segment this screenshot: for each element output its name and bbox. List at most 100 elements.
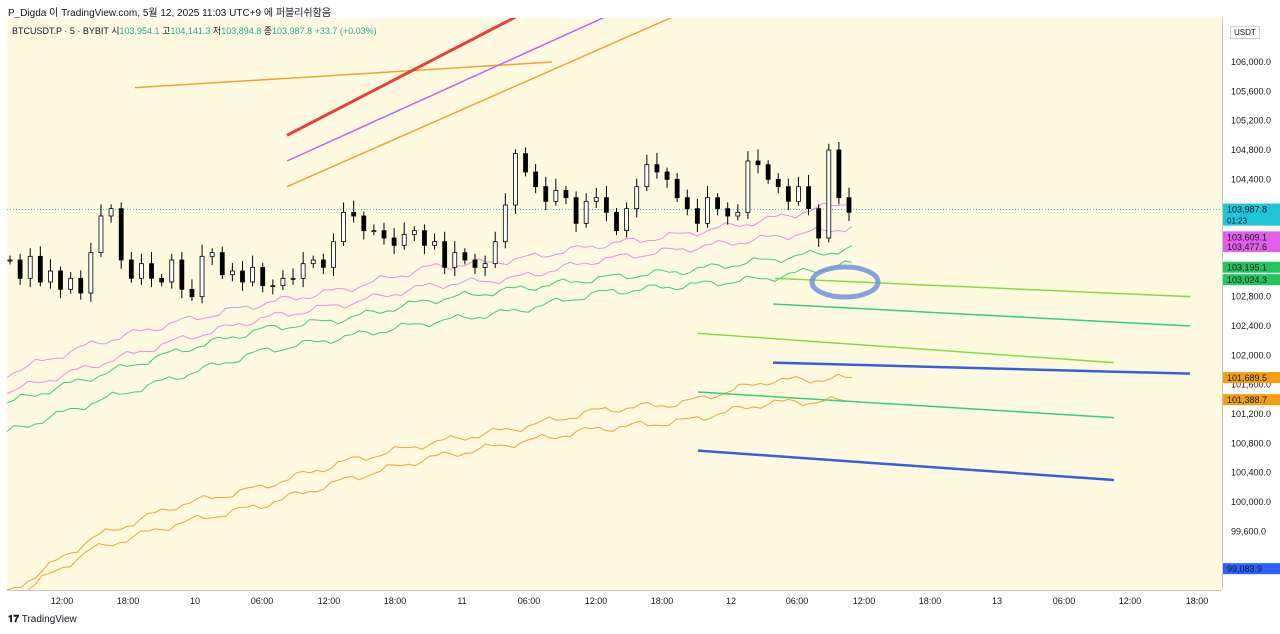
price-label-box — [1223, 203, 1280, 226]
symbol-legend[interactable]: BTCUSDT.P · 5 · BYBIT 시103,954.1 고104,14… — [12, 24, 377, 37]
time-tick-label: 06:00 — [1053, 596, 1076, 606]
price-tick-label: 105,200.0 — [1231, 116, 1271, 126]
trend-line — [286, 0, 550, 137]
candle-body — [209, 252, 215, 257]
time-tick-label: 13 — [992, 596, 1002, 606]
candle-body — [290, 277, 296, 280]
open-label: 시 — [111, 26, 120, 36]
candle-body — [240, 270, 245, 283]
time-tick-label: 18:00 — [117, 596, 140, 606]
band-green-upper — [6, 244, 853, 404]
currency-button[interactable]: USDT — [1230, 26, 1260, 39]
price-tick-label: 102,000.0 — [1231, 350, 1271, 360]
candle-body — [765, 164, 771, 180]
candle-body — [250, 266, 256, 283]
candle-body — [17, 259, 23, 279]
candle-body — [371, 230, 377, 233]
candle-body — [401, 233, 407, 246]
trend-line — [286, 9, 688, 188]
candle-body — [108, 208, 114, 217]
price-label-box — [1223, 231, 1280, 243]
price-label-text: 101,388.7 — [1227, 395, 1267, 405]
close-value: 103,987.8 — [272, 26, 313, 36]
ellipse-annotation — [809, 264, 881, 300]
candle-body — [755, 160, 761, 166]
candle-body — [432, 241, 437, 246]
time-tick-label: 06:00 — [518, 596, 541, 606]
price-tick-label: 100,800.0 — [1231, 438, 1271, 448]
candle-body — [391, 237, 397, 246]
change-value: +33.7 (+0.03%) — [314, 26, 377, 36]
candle-body — [735, 211, 741, 217]
price-tick-label: 102,800.0 — [1231, 292, 1271, 302]
price-label-text: 103,477.6 — [1227, 242, 1267, 252]
price-label-text: 103,609.1 — [1227, 232, 1267, 242]
price-label-text: 103,987.8 — [1227, 205, 1267, 215]
time-tick-label: 12:00 — [318, 596, 341, 606]
candle-body — [462, 252, 468, 261]
price-tick-label: 100,400.0 — [1231, 468, 1271, 478]
time-tick-label: 12:00 — [585, 596, 608, 606]
candle-body — [593, 197, 599, 202]
candle-body — [128, 259, 134, 279]
candle-body — [573, 197, 579, 224]
trend-line — [286, 9, 620, 162]
trend-line — [697, 332, 1115, 364]
candle-body — [502, 204, 508, 243]
candle-body — [118, 208, 124, 261]
price-tick-label: 104,400.0 — [1231, 174, 1271, 184]
candle-body — [826, 149, 832, 239]
candle-body — [411, 230, 417, 235]
candle-body — [78, 277, 84, 294]
publish-header: P_Digda 이 TradingView.com, 5월 12, 2025 1… — [0, 0, 1280, 19]
price-label-box — [1223, 240, 1280, 252]
candle-body — [472, 259, 478, 268]
price-label-countdown: 01:23 — [1227, 217, 1248, 226]
candle-body — [229, 270, 235, 276]
band-pink-upper — [6, 202, 853, 379]
candle-body — [260, 266, 266, 287]
candle-body — [664, 171, 670, 180]
price-label-box — [1223, 274, 1280, 286]
candle-body — [513, 153, 518, 206]
high-label: 고 — [162, 26, 171, 36]
candle-body — [199, 255, 205, 298]
candle-body — [533, 171, 539, 188]
candle-body — [48, 270, 53, 283]
candle-body — [492, 241, 498, 265]
time-tick-label: 12:00 — [51, 596, 74, 606]
price-axis[interactable]: 106,000.0 105,600.0 105,200.0 104,800.0 104,… — [1222, 18, 1280, 590]
candle-body — [320, 259, 326, 268]
symbol-name[interactable]: BTCUSDT.P · 5 · BYBIT — [12, 26, 109, 36]
candle-body — [796, 186, 801, 202]
candle-body — [7, 259, 13, 262]
tradingview-logo[interactable]: 𝟏𝟕 TradingView — [8, 614, 77, 625]
candle-body — [331, 241, 336, 268]
time-tick-label: 11 — [457, 596, 466, 606]
candle-body — [543, 186, 549, 202]
price-label-box — [1223, 394, 1280, 406]
candle-body — [442, 241, 448, 268]
candle-body — [270, 285, 276, 288]
candle-body — [614, 211, 619, 232]
price-label-text: 103,195.1 — [1227, 263, 1267, 273]
price-chart[interactable] — [6, 0, 1222, 601]
band-orange-upper — [6, 373, 853, 591]
candle-body — [482, 263, 488, 268]
chart-area[interactable] — [6, 0, 1222, 601]
price-tick-label: 105,600.0 — [1231, 86, 1271, 96]
time-tick-label: 18:00 — [1186, 596, 1209, 606]
trend-line — [774, 277, 1191, 298]
close-label: 종 — [263, 26, 273, 36]
candle-body — [361, 215, 367, 232]
candle-body — [715, 197, 720, 210]
candle-body — [341, 211, 346, 243]
trend-line — [697, 449, 1115, 482]
price-label-text: 101,689.5 — [1227, 373, 1267, 383]
candle-body — [553, 189, 559, 202]
open-value: 103,954.1 — [119, 26, 160, 36]
tradingview-logo-icon: 𝟏𝟕 — [8, 614, 20, 625]
low-value: 103,894.8 — [221, 26, 262, 36]
candle-body — [422, 230, 427, 246]
time-axis[interactable]: 12:00 18:00 10 06:00 12:00 18:00 11 06:00 12:00 1… — [7, 590, 1222, 611]
